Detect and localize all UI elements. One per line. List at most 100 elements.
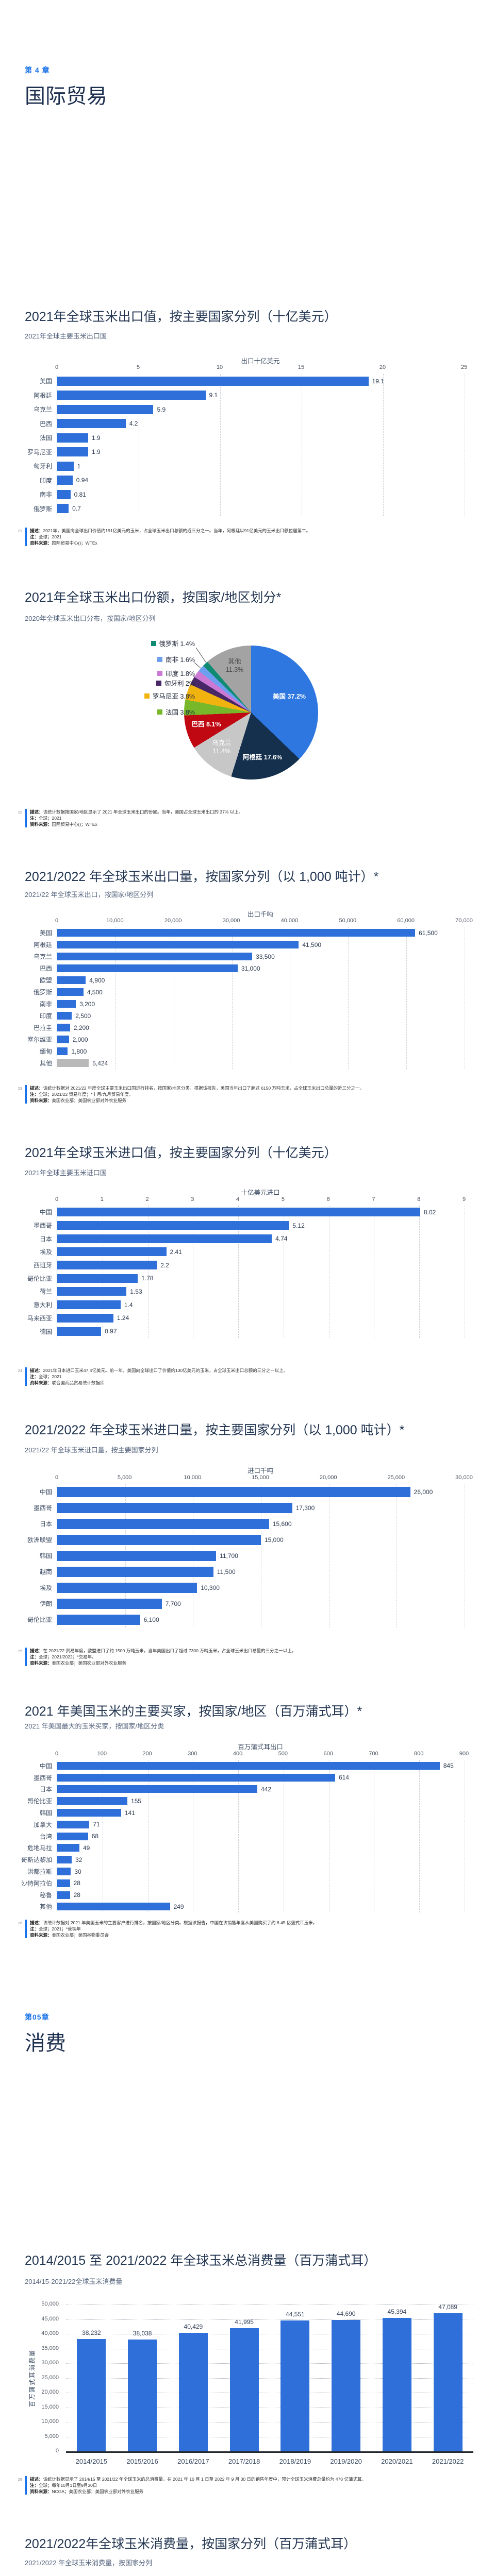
bar[interactable] bbox=[57, 1785, 257, 1793]
bar[interactable] bbox=[57, 489, 71, 499]
bar[interactable] bbox=[57, 1891, 70, 1899]
slice-label: 巴西 8.1% bbox=[191, 721, 221, 728]
bar[interactable] bbox=[57, 1550, 217, 1561]
y-tick-label: 40,000 bbox=[41, 2330, 59, 2336]
gridline bbox=[66, 2378, 473, 2379]
bar-row: 巴西 31,000 bbox=[40, 962, 465, 974]
bar[interactable] bbox=[57, 1024, 70, 1031]
bar-row: 美国 61,500 bbox=[40, 927, 465, 939]
bar[interactable] bbox=[57, 1502, 292, 1513]
bar[interactable] bbox=[57, 461, 74, 471]
value-label: 31,000 bbox=[241, 964, 260, 972]
bar[interactable] bbox=[382, 2318, 411, 2451]
bar[interactable] bbox=[57, 1313, 113, 1323]
bar[interactable] bbox=[57, 1000, 76, 1008]
bar[interactable] bbox=[57, 376, 369, 386]
bar[interactable] bbox=[57, 1486, 410, 1497]
x-tick-label: 500 bbox=[278, 1751, 288, 1757]
pie[interactable] bbox=[184, 646, 318, 779]
chart-title: 2021/2022 年全球玉米进口量，按主要国家分列（以 1,000 吨计）* bbox=[25, 1423, 405, 1437]
bar[interactable] bbox=[57, 988, 84, 996]
bar[interactable] bbox=[57, 419, 126, 429]
bar[interactable] bbox=[57, 1261, 157, 1270]
bar-row: 加拿大 71 bbox=[34, 1819, 465, 1831]
bar[interactable] bbox=[57, 504, 69, 514]
bar[interactable] bbox=[57, 1534, 261, 1545]
bar[interactable] bbox=[57, 1300, 121, 1310]
bar[interactable] bbox=[57, 1797, 128, 1805]
bar[interactable] bbox=[57, 1047, 68, 1055]
bar-row: 中国 8.02 bbox=[40, 1206, 465, 1219]
bar[interactable] bbox=[57, 1773, 335, 1782]
bar[interactable] bbox=[57, 1868, 71, 1876]
bar[interactable] bbox=[57, 1832, 88, 1840]
bar[interactable] bbox=[128, 2340, 157, 2451]
value-label: 249 bbox=[173, 1903, 184, 1910]
value-label: 26,000 bbox=[414, 1488, 433, 1496]
x-tick-label: 15 bbox=[298, 364, 305, 370]
bar[interactable] bbox=[57, 404, 154, 414]
bar-row: 印度 0.94 bbox=[40, 473, 465, 488]
bar[interactable] bbox=[57, 976, 86, 984]
bar[interactable] bbox=[57, 391, 206, 400]
bar[interactable] bbox=[57, 1614, 140, 1625]
bar[interactable] bbox=[57, 1234, 272, 1243]
bar[interactable] bbox=[57, 941, 299, 948]
chapter-tag: 第05章 bbox=[25, 2013, 50, 2021]
bar[interactable] bbox=[57, 964, 238, 972]
footnote-label: 注： bbox=[30, 1926, 39, 1931]
bar[interactable] bbox=[229, 2328, 259, 2451]
value-label: 3,200 bbox=[79, 1000, 95, 1008]
footnote-accent-bar bbox=[25, 528, 27, 546]
bar[interactable] bbox=[57, 929, 416, 937]
bar[interactable] bbox=[332, 2320, 361, 2451]
bar[interactable] bbox=[57, 433, 89, 443]
bar[interactable] bbox=[57, 1903, 170, 1911]
chart-title: 2021/2022年全球玉米消费量，按国家分列（百万蒲式耳） bbox=[25, 2537, 357, 2551]
footnote-description: 描述：该统计数据对 2021 年美国玉米的主要客户进行排名，按国家/地区分类。根… bbox=[30, 1920, 318, 1925]
bar[interactable] bbox=[57, 1879, 70, 1887]
gridline bbox=[220, 374, 221, 516]
bar[interactable] bbox=[57, 1598, 162, 1609]
bar-row: 欧盟 4,900 bbox=[40, 974, 465, 986]
footnote-label: 资料来源： bbox=[30, 822, 52, 827]
bar[interactable] bbox=[57, 1274, 138, 1283]
bar-row: 巴西 4.2 bbox=[40, 417, 465, 431]
bar[interactable] bbox=[57, 1247, 167, 1257]
bar[interactable] bbox=[57, 1287, 127, 1296]
bar[interactable] bbox=[57, 1012, 72, 1020]
bar[interactable] bbox=[57, 1844, 79, 1852]
bar[interactable] bbox=[178, 2332, 208, 2451]
chart-subtitle: 2021 年美国最大的玉米买家，按国家/地区分类 bbox=[25, 1722, 164, 1730]
bar[interactable] bbox=[57, 447, 89, 457]
bar[interactable] bbox=[57, 1761, 440, 1770]
bar[interactable] bbox=[57, 953, 253, 960]
bar[interactable] bbox=[57, 1820, 90, 1828]
footnote-label: 注： bbox=[30, 1654, 39, 1659]
footnote-source: 资料来源：美国农业部；美国谷物委员会 bbox=[30, 1933, 109, 1938]
bar[interactable] bbox=[57, 1327, 102, 1336]
bar[interactable] bbox=[280, 2320, 310, 2451]
bar[interactable] bbox=[57, 1566, 213, 1577]
bar-row: 越南 11,500 bbox=[40, 1564, 465, 1580]
x-axis: 0 10,000 20,000 30,000 40,000 50,000 60,000 70,… bbox=[55, 918, 473, 925]
bar[interactable] bbox=[57, 1582, 197, 1593]
x-axis: 0 5,000 10,000 15,000 20,000 25,000 30,000 bbox=[55, 1475, 473, 1482]
footnote-label: 注： bbox=[30, 534, 39, 539]
slice-label: 乌克兰 11.4% bbox=[212, 739, 232, 755]
bar[interactable] bbox=[57, 1208, 420, 1217]
value-label: 1.78 bbox=[141, 1275, 154, 1282]
category-label: 哥伦比亚 bbox=[27, 1798, 52, 1805]
bar[interactable] bbox=[57, 1036, 69, 1043]
bar[interactable] bbox=[57, 1518, 269, 1529]
bar[interactable] bbox=[57, 476, 73, 485]
bar[interactable] bbox=[57, 1856, 72, 1864]
bar[interactable] bbox=[57, 1221, 289, 1230]
chart-footnote: 24 描述：2021年日本进口玉米47.4亿美元。前一年，美国向全球出口了价值约1… bbox=[15, 1367, 464, 1386]
bar[interactable] bbox=[57, 1059, 89, 1067]
y-tick-label: 20,000 bbox=[41, 2389, 59, 2395]
bar-row: 乌克兰 33,500 bbox=[34, 951, 465, 962]
bar[interactable] bbox=[77, 2339, 106, 2451]
bar[interactable] bbox=[57, 1809, 121, 1817]
bar[interactable] bbox=[433, 2313, 463, 2451]
